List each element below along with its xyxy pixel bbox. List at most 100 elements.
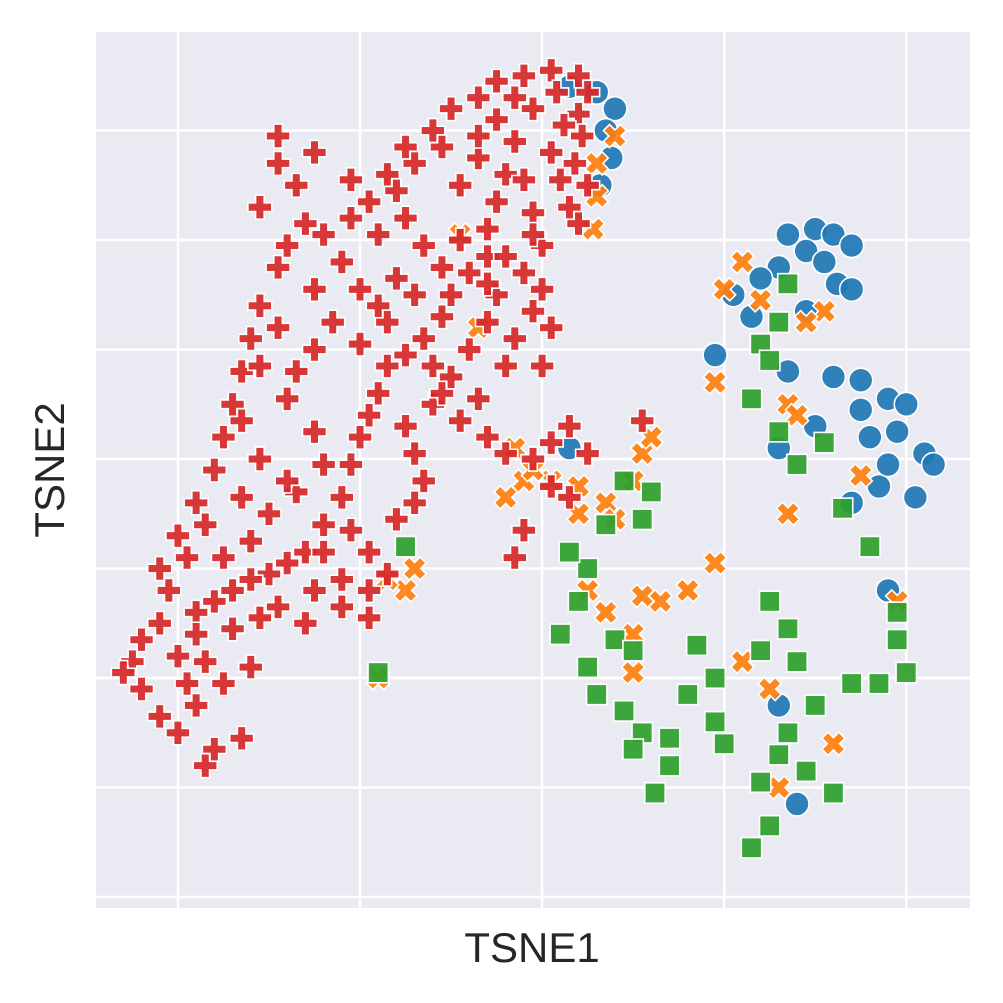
scatter-point-square <box>786 453 809 476</box>
scatter-point-square <box>786 650 809 673</box>
scatter-point-plus <box>128 626 155 653</box>
scatter-point-plus <box>265 594 291 620</box>
scatter-point-square <box>658 754 681 777</box>
scatter-point-square <box>767 420 790 443</box>
scatter-point-square <box>886 628 909 651</box>
scatter-point-plus <box>465 145 492 171</box>
scatter-point-plus <box>192 752 219 779</box>
scatter-point-plus <box>511 63 537 89</box>
scatter-point-plus <box>265 254 291 281</box>
scatter-point-x <box>747 287 774 313</box>
scatter-point-circle <box>920 451 947 478</box>
scatter-point-plus <box>183 621 209 648</box>
scatter-point-plus <box>483 188 510 215</box>
scatter-point-square <box>685 634 708 657</box>
scatter-point-plus <box>520 298 546 325</box>
scatter-point-plus <box>228 407 255 434</box>
scatter-point-plus <box>501 325 528 352</box>
scatter-point-plus <box>356 577 382 604</box>
scatter-point-plus <box>247 292 273 319</box>
scatter-point-plus <box>283 358 310 385</box>
scatter-point-x <box>629 440 655 467</box>
scatter-point-plus <box>146 703 173 730</box>
scatter-point-x <box>811 298 838 324</box>
scatter-point-plus <box>347 424 373 450</box>
scatter-point-circle <box>702 342 728 368</box>
scatter-point-plus <box>310 539 337 565</box>
scatter-point-circle <box>747 265 774 292</box>
scatter-point-square <box>585 683 608 706</box>
scatter-point-plus <box>183 692 209 719</box>
scatter-point-plus <box>301 276 328 303</box>
scatter-point-plus <box>392 134 419 160</box>
scatter-point-plus <box>301 418 328 445</box>
scatter-point-plus <box>347 276 373 303</box>
scatter-point-plus <box>547 167 574 193</box>
scatter-point-plus <box>174 544 200 571</box>
scatter-point-plus <box>520 95 546 122</box>
scatter-point-x <box>793 309 819 335</box>
scatter-point-plus <box>319 309 346 335</box>
scatter-point-plus <box>247 353 273 379</box>
scatter-point-plus <box>556 484 583 511</box>
scatter-point-plus <box>438 95 464 122</box>
scatter-point-plus <box>483 106 510 133</box>
scatter-point-plus <box>383 506 410 533</box>
scatter-point-plus <box>429 254 455 281</box>
scatter-point-plus <box>256 561 282 587</box>
scatter-point-plus <box>156 577 182 604</box>
scatter-point-plus <box>374 353 401 379</box>
scatter-point-square <box>549 623 572 646</box>
scatter-point-plus <box>383 265 410 292</box>
scatter-point-plus <box>329 594 355 620</box>
scatter-point-plus <box>292 610 319 637</box>
scatter-point-plus <box>392 205 419 231</box>
scatter-point-plus <box>128 676 155 702</box>
scatter-point-plus <box>210 670 237 697</box>
scatter-point-plus <box>538 473 565 500</box>
scatter-point-plus <box>556 413 583 439</box>
scatter-point-plus <box>237 325 264 352</box>
scatter-point-plus <box>365 380 392 407</box>
scatter-point-plus <box>228 725 255 752</box>
scatter-point-plus <box>338 517 364 544</box>
scatter-point-plus <box>420 353 446 379</box>
scatter-point-plus <box>447 227 473 253</box>
scatter-point-circle <box>838 276 865 303</box>
scatter-point-plus <box>492 440 519 467</box>
scatter-point-plus <box>310 511 337 538</box>
scatter-point-plus <box>301 577 328 604</box>
scatter-point-plus <box>119 648 146 675</box>
scatter-point-plus <box>174 670 200 697</box>
scatter-point-plus <box>274 550 300 576</box>
scatter-point-plus <box>429 380 455 407</box>
scatter-point-x <box>784 402 810 428</box>
scatter-point-square <box>767 743 790 766</box>
scatter-point-square <box>776 721 799 744</box>
scatter-point-plus <box>219 577 246 604</box>
scatter-point-plus <box>392 342 419 368</box>
scatter-point-plus <box>237 528 264 554</box>
scatter-point-square <box>558 541 581 564</box>
scatter-point-plus <box>429 303 455 330</box>
scatter-point-plus <box>247 446 273 472</box>
scatter-point-plus <box>511 260 537 286</box>
scatter-point-x <box>702 550 728 576</box>
scatter-point-x <box>602 123 628 149</box>
scatter-point-plus <box>501 84 528 111</box>
scatter-point-x <box>848 462 874 489</box>
scatter-point-plus <box>456 260 483 286</box>
scatter-point-plus <box>492 243 519 270</box>
scatter-point-plus <box>265 150 291 177</box>
scatter-point-plus <box>356 188 382 215</box>
scatter-point-square <box>740 836 763 859</box>
scatter-point-circle <box>866 473 892 500</box>
scatter-point-square <box>749 639 772 662</box>
scatter-point-square <box>613 699 636 722</box>
scatter-point-plus <box>447 172 473 199</box>
scatter-point-circle <box>847 367 874 394</box>
scatter-point-plus <box>256 501 282 527</box>
scatter-point-plus <box>501 128 528 155</box>
scatter-point-circle <box>884 418 910 445</box>
scatter-point-plus <box>301 139 328 166</box>
